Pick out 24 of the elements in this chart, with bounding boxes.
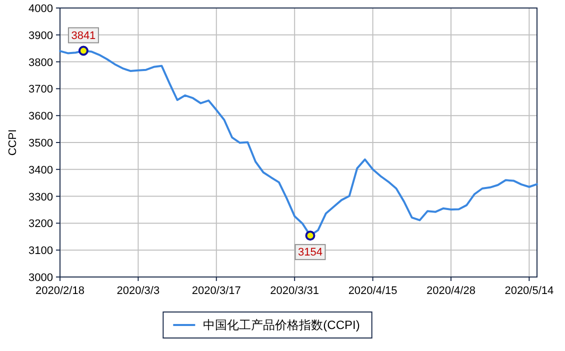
y-tick-label: 4000 bbox=[28, 3, 53, 15]
x-tick-label: 2020/4/15 bbox=[348, 285, 398, 297]
y-tick-label: 3600 bbox=[28, 110, 53, 123]
y-tick-label: 3100 bbox=[28, 245, 53, 258]
x-tick-label: 2020/3/17 bbox=[192, 285, 241, 297]
y-tick-label: 3500 bbox=[28, 138, 53, 150]
y-tick-label: 3300 bbox=[28, 191, 53, 204]
y-tick-label: 3000 bbox=[28, 272, 53, 284]
x-tick-label: 2020/4/28 bbox=[426, 285, 476, 297]
annotation: 3154 bbox=[294, 230, 326, 260]
y-tick-label: 3200 bbox=[28, 218, 53, 230]
x-tick-label: 2020/3/3 bbox=[116, 285, 160, 297]
x-tick-label: 2020/3/31 bbox=[270, 285, 320, 297]
annotation: 3154 bbox=[298, 246, 322, 259]
annotation: 3841 bbox=[71, 30, 96, 42]
y-tick-label: 3900 bbox=[28, 30, 53, 42]
y-tick-label: 3700 bbox=[28, 84, 53, 96]
y-tick-label: 3400 bbox=[28, 164, 53, 176]
x-tick-label: 2020/2/18 bbox=[36, 285, 84, 297]
annotation: 3841 bbox=[68, 27, 99, 56]
x-tick-label: 2020/5/14 bbox=[504, 285, 554, 297]
y-axis-title: CCPI bbox=[7, 129, 19, 156]
legend-label: 中国化工产品价格指数(CCPI) bbox=[203, 318, 360, 332]
y-tick-label: 3800 bbox=[28, 56, 53, 69]
